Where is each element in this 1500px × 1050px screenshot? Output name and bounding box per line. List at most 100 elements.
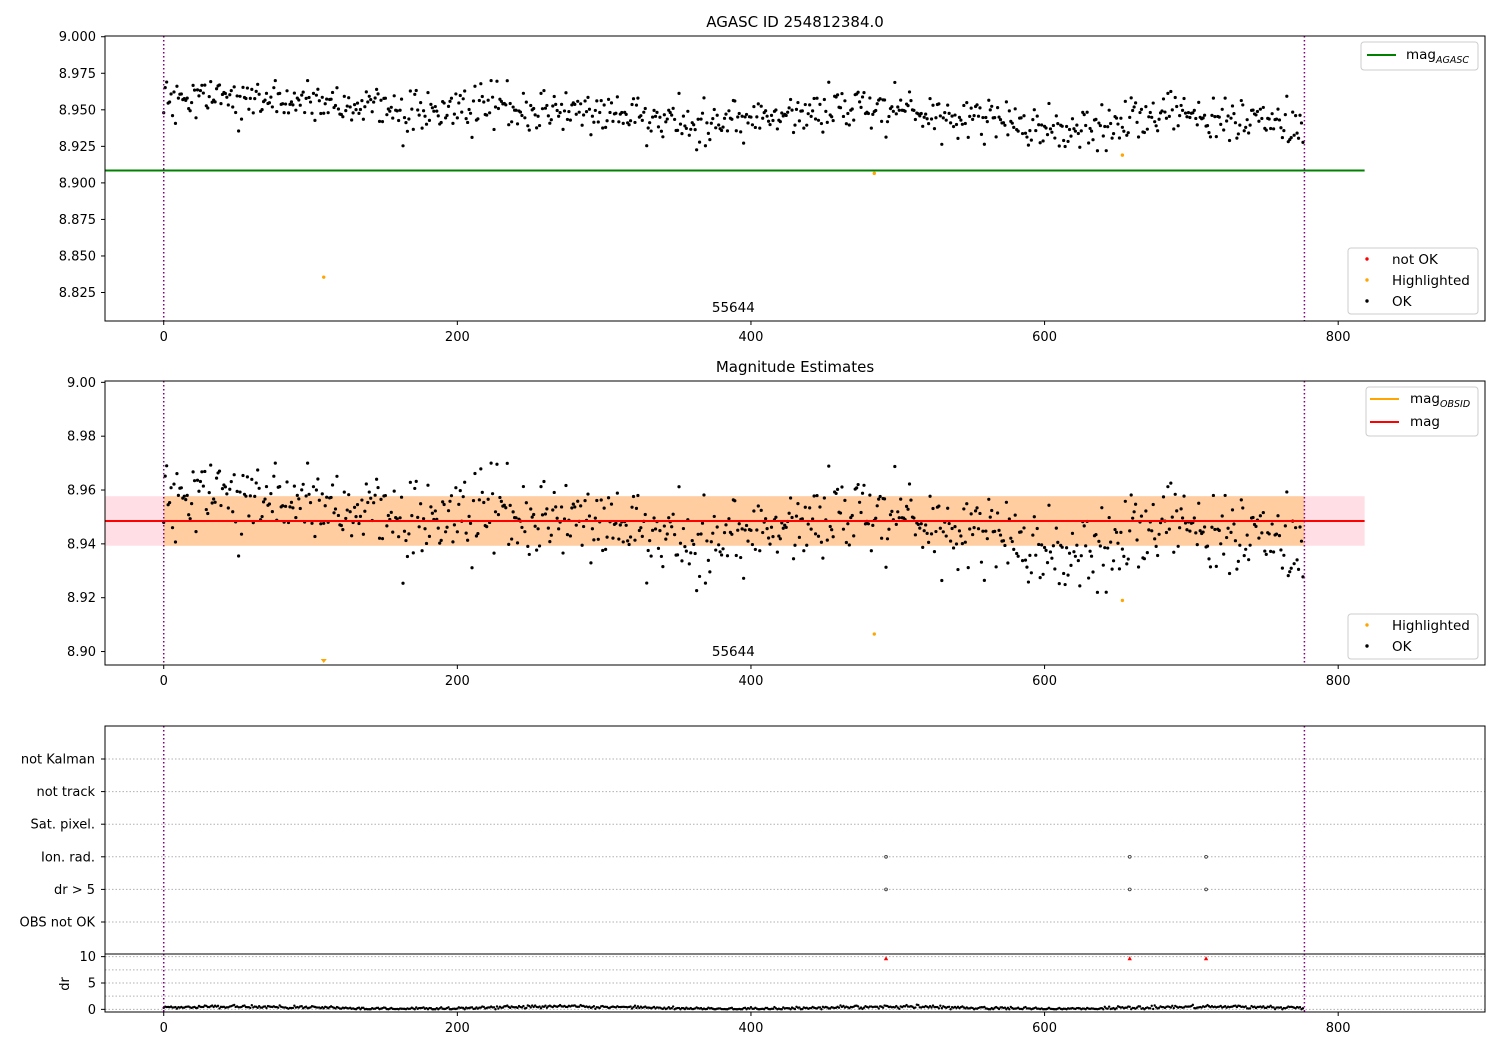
ok-point (1257, 119, 1261, 123)
ok-point (1197, 100, 1201, 104)
ok-point (627, 542, 631, 547)
ok-point (451, 121, 455, 125)
ok-point (1166, 485, 1170, 489)
ok-point (653, 114, 658, 118)
dr-point (914, 1006, 917, 1009)
ok-point (1272, 550, 1276, 554)
ok-point (391, 530, 395, 534)
ok-point (228, 93, 232, 97)
ok-point (510, 120, 514, 124)
ok-point (944, 118, 948, 122)
ok-point (582, 113, 586, 117)
ok-point (764, 109, 768, 113)
ok-point (1103, 124, 1107, 129)
ok-point (981, 115, 985, 120)
ok-point (727, 517, 731, 521)
ok-point (568, 118, 572, 122)
ok-point (449, 494, 454, 498)
ok-point (1147, 528, 1151, 532)
ok-point (421, 517, 426, 521)
ok-point (841, 114, 846, 119)
ok-point (442, 101, 446, 105)
ok-point (609, 502, 614, 506)
ok-point (231, 510, 235, 514)
ok-point (269, 492, 273, 496)
dr-point (856, 1005, 860, 1008)
ok-point (1285, 490, 1289, 494)
ok-point (869, 126, 873, 130)
ok-point (325, 495, 329, 499)
ok-point (348, 105, 352, 109)
ok-point (863, 522, 868, 526)
ok-point (1244, 547, 1248, 551)
ok-point (1107, 516, 1111, 520)
ok-point (903, 109, 907, 113)
ok-point (683, 545, 687, 549)
ok-point (692, 542, 696, 547)
ok-point (653, 527, 658, 531)
ok-point (609, 101, 614, 105)
ok-point (535, 548, 539, 552)
ok-point (535, 126, 539, 130)
ok-point (1242, 553, 1246, 558)
ok-point (1069, 563, 1073, 567)
ok-point (828, 524, 832, 529)
ok-point (1277, 118, 1282, 122)
ok-point (471, 499, 476, 503)
ok-point (938, 526, 942, 530)
dr-point (539, 1007, 543, 1010)
ok-point (1010, 121, 1014, 125)
ok-point (756, 102, 760, 106)
ok-point (439, 120, 443, 125)
legend-label-mag-agasc: magAGASC (1406, 47, 1469, 66)
highlighted-point (872, 171, 876, 176)
ok-point (366, 500, 370, 505)
ok-point (1258, 514, 1262, 518)
ok-point (444, 116, 448, 120)
ok-point (1144, 104, 1148, 109)
ok-point (1225, 535, 1229, 540)
ok-point (540, 513, 545, 517)
ok-point (1197, 501, 1201, 505)
ok-point (1078, 145, 1082, 149)
ok-point (401, 581, 405, 585)
ok-point (1063, 144, 1067, 149)
ok-point (1176, 544, 1180, 548)
ok-point (959, 534, 963, 538)
ok-point (1138, 110, 1142, 115)
ok-point (1282, 129, 1286, 133)
ok-point (195, 478, 200, 482)
ok-point (649, 554, 653, 558)
ok-point (932, 550, 937, 554)
dr-point (300, 1005, 303, 1008)
ok-point (214, 87, 219, 91)
ok-point (292, 484, 296, 488)
ok-point (1214, 135, 1218, 139)
ok-point (975, 103, 979, 107)
ok-point (1106, 546, 1110, 550)
ok-point (702, 96, 706, 100)
ok-point (385, 113, 389, 117)
ok-point (514, 108, 518, 112)
ok-point (976, 114, 981, 118)
ok-point (514, 516, 518, 520)
ok-point (648, 121, 652, 125)
ok-point (347, 493, 351, 497)
ok-point (1136, 565, 1141, 569)
ok-point (1028, 553, 1032, 557)
ok-point (937, 102, 941, 106)
ok-point (968, 114, 972, 118)
axes-frame (104, 380, 1486, 666)
dr-point (1008, 1008, 1011, 1011)
ok-point (486, 497, 490, 501)
ok-point (361, 532, 365, 536)
ok-point (237, 554, 241, 558)
y-tick-label: 8.94 (67, 537, 96, 552)
ok-point (1248, 543, 1252, 547)
ok-point (555, 108, 559, 113)
ok-point (301, 90, 305, 94)
ok-point (589, 133, 593, 137)
ok-point (333, 103, 338, 108)
ok-point (624, 523, 628, 527)
ok-point (421, 109, 426, 113)
